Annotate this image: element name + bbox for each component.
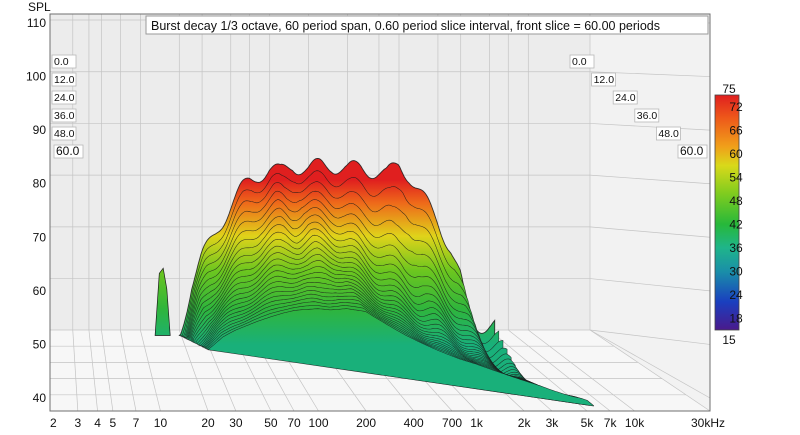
grid-line-floor xyxy=(178,329,209,412)
depth-label-box xyxy=(51,126,77,141)
color-scale-tick: 60 xyxy=(729,147,743,161)
grid-line-side xyxy=(589,278,711,292)
depth-label: 12.0 xyxy=(594,74,615,86)
y-tick-label: 40 xyxy=(33,391,47,405)
color-scale-ticks: 75 72 66 60 54 48 42 36 30 24 18 15 xyxy=(722,82,743,347)
grid-line-side xyxy=(589,71,711,77)
grid-line-floor xyxy=(508,329,611,412)
color-scale-tick: 30 xyxy=(729,264,743,278)
plot-frame xyxy=(49,13,711,412)
waterfall-surface xyxy=(154,157,594,407)
color-scale-tick: 75 xyxy=(722,82,736,96)
depth-label-box xyxy=(656,126,681,141)
depth-label: 48.0 xyxy=(54,128,75,140)
x-tick-label: 10 xyxy=(154,416,168,430)
x-tick-label: 5 xyxy=(110,416,117,430)
color-scale-tick: 72 xyxy=(729,100,743,114)
color-scale-tick: 36 xyxy=(729,241,743,255)
depth-label-box xyxy=(591,72,616,87)
x-tick-label: 10k xyxy=(625,416,645,430)
depth-label-box xyxy=(634,108,660,123)
y-tick-label: 80 xyxy=(33,177,47,191)
x-tick-label: 70 xyxy=(287,416,301,430)
chart-title: Burst decay 1/3 octave, 60 period span, … xyxy=(151,19,660,33)
color-scale-tick: 54 xyxy=(729,170,743,184)
grid-line-floor xyxy=(589,329,711,412)
x-tick-label: 4 xyxy=(94,416,101,430)
grid-line-floor xyxy=(101,329,114,412)
y-tick-labels: 110 100 90 80 70 60 50 40 xyxy=(26,16,46,405)
x-tick-label: 2 xyxy=(50,416,57,430)
depth-label: 24.0 xyxy=(615,92,636,104)
color-scale-tick: 66 xyxy=(729,123,743,137)
x-tick-label: 30kHz xyxy=(691,416,725,430)
color-scale-tick: 48 xyxy=(729,194,743,208)
y-axis-label: SPL xyxy=(28,0,51,14)
depth-label: 0.0 xyxy=(572,56,587,68)
x-tick-label: 20 xyxy=(201,416,215,430)
x-tick-labels: 2 3 4 5 7 10 20 30 50 70 100 200 400 700 1k 2k 3k 5k 7k 10k… xyxy=(50,416,725,430)
depth-labels-left: 0.0 12.0 24.0 36.0 48.0 60.0 xyxy=(51,54,84,159)
depth-label: 60.0 xyxy=(56,144,80,158)
depth-label: 36.0 xyxy=(54,110,75,122)
color-scale: 75 72 66 60 54 48 42 36 30 24 18 15 xyxy=(714,82,743,347)
color-scale-bar xyxy=(714,94,740,331)
depth-label: 0.0 xyxy=(54,56,69,68)
color-scale-tick: 18 xyxy=(729,311,743,325)
depth-label-box xyxy=(51,54,77,69)
y-tick-label: 110 xyxy=(27,16,46,30)
side-wall xyxy=(590,14,710,411)
x-tick-label: 200 xyxy=(356,416,376,430)
x-tick-label: 7k xyxy=(604,416,618,430)
y-tick-label: 50 xyxy=(33,337,47,351)
decay-slice xyxy=(207,308,594,407)
x-tick-label: 700 xyxy=(442,416,462,430)
depth-label: 48.0 xyxy=(658,128,679,140)
grid-line-side xyxy=(589,174,711,185)
depth-label: 36.0 xyxy=(637,110,658,122)
x-tick-label: 2k xyxy=(518,416,532,430)
x-tick-label: 100 xyxy=(308,416,328,430)
grid-line-floor xyxy=(140,329,161,412)
depth-label-box xyxy=(51,90,77,105)
color-scale-tick: 42 xyxy=(729,217,743,231)
y-tick-label: 90 xyxy=(33,123,47,137)
grid-line-floor xyxy=(72,329,79,412)
depth-label-box xyxy=(53,144,84,159)
x-tick-label: 400 xyxy=(404,416,424,430)
grid-line-side xyxy=(589,226,711,238)
low-frequency-peak xyxy=(154,267,171,336)
x-tick-label: 5k xyxy=(581,416,595,430)
depth-labels-right: 0.0 12.024.036.048.060.0 xyxy=(569,54,708,159)
depth-label-box xyxy=(677,144,708,159)
title-box xyxy=(145,15,709,35)
depth-label: 24.0 xyxy=(54,92,75,104)
depth-label-box xyxy=(612,90,638,105)
depth-label-box xyxy=(51,72,77,87)
color-scale-tick: 24 xyxy=(729,288,743,302)
depth-label: 12.0 xyxy=(54,74,75,86)
x-tick-label: 3k xyxy=(546,416,560,430)
depth-label: 60.0 xyxy=(680,144,704,158)
grid-line-floor xyxy=(88,329,98,412)
x-tick-label: 50 xyxy=(264,416,278,430)
y-tick-label: 100 xyxy=(26,70,46,84)
color-scale-tick: 15 xyxy=(722,333,736,347)
x-tick-label: 7 xyxy=(133,416,140,430)
y-tick-label: 60 xyxy=(33,284,47,298)
grid-line-side xyxy=(589,123,711,131)
x-tick-label: 30 xyxy=(229,416,243,430)
grid-line-floor xyxy=(120,329,137,412)
grid-line-side xyxy=(589,329,711,345)
grid-line-floor xyxy=(528,329,635,412)
depth-label-box xyxy=(51,108,77,123)
x-tick-label: 1k xyxy=(470,416,484,430)
y-tick-label: 70 xyxy=(33,230,47,244)
x-tick-label: 3 xyxy=(74,416,81,430)
depth-label-box xyxy=(569,54,595,69)
grid-line-side xyxy=(589,329,711,399)
